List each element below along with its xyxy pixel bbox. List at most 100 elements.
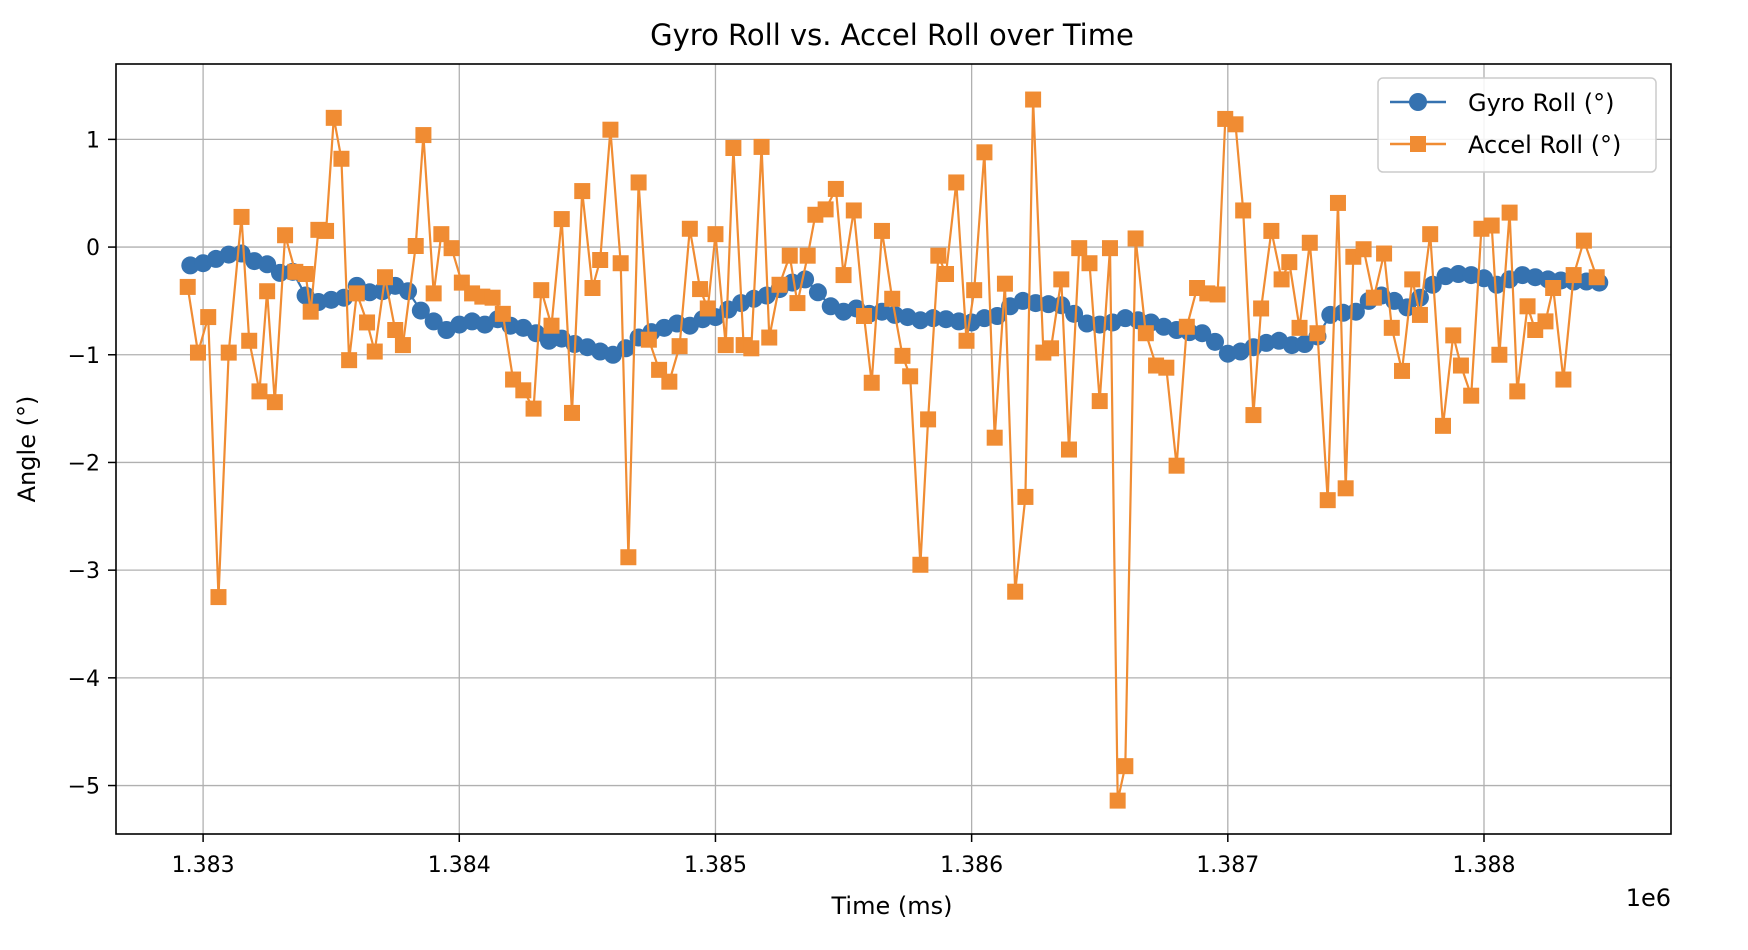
data-point bbox=[333, 150, 350, 167]
data-point bbox=[1253, 300, 1270, 317]
x-axis-offset-label: 1e6 bbox=[1626, 884, 1671, 912]
y-tick-label: −4 bbox=[68, 667, 100, 692]
data-point bbox=[1410, 288, 1429, 307]
y-axis-label: Angle (°) bbox=[13, 396, 41, 503]
data-point bbox=[1422, 226, 1439, 243]
data-point bbox=[592, 252, 609, 268]
data-point bbox=[717, 337, 734, 354]
plot-frame bbox=[115, 63, 1672, 835]
data-point bbox=[827, 180, 844, 197]
data-point bbox=[1555, 371, 1572, 388]
data-point bbox=[902, 368, 919, 385]
x-tick-label: 1.383 bbox=[172, 853, 235, 878]
data-point bbox=[1117, 758, 1134, 775]
data-point bbox=[1329, 194, 1346, 211]
series-1 bbox=[179, 91, 1605, 809]
data-point bbox=[1545, 280, 1562, 296]
data-point bbox=[1127, 230, 1144, 247]
data-point bbox=[1193, 324, 1212, 343]
data-point bbox=[1060, 441, 1077, 458]
data-point bbox=[1235, 202, 1252, 219]
data-point bbox=[179, 278, 196, 295]
data-point bbox=[1007, 583, 1024, 600]
data-point bbox=[1463, 387, 1480, 404]
data-point bbox=[612, 255, 629, 272]
data-point bbox=[771, 276, 788, 293]
data-point bbox=[494, 305, 511, 322]
data-point bbox=[1101, 240, 1118, 257]
data-point bbox=[1411, 306, 1428, 323]
data-point bbox=[1168, 457, 1185, 474]
data-point bbox=[1519, 298, 1536, 315]
data-point bbox=[258, 255, 277, 274]
data-point bbox=[277, 227, 294, 244]
data-point bbox=[1291, 319, 1308, 336]
data-point bbox=[761, 329, 778, 346]
data-point bbox=[1501, 204, 1518, 221]
data-point bbox=[241, 332, 258, 349]
data-point bbox=[873, 222, 890, 239]
data-point bbox=[189, 344, 206, 361]
data-point bbox=[725, 140, 742, 156]
data-point bbox=[1263, 222, 1280, 239]
data-point bbox=[399, 282, 418, 301]
data-point bbox=[1565, 267, 1582, 284]
data-point bbox=[930, 247, 947, 264]
y-axis: 1 0 −1 −2 −3 −4 −5 bbox=[68, 128, 116, 800]
data-point bbox=[808, 283, 827, 302]
data-point bbox=[394, 337, 411, 354]
data-point bbox=[835, 267, 852, 284]
data-point bbox=[1537, 313, 1554, 330]
series-layer bbox=[179, 91, 1609, 809]
legend-gyro-marker bbox=[1409, 93, 1427, 111]
data-point bbox=[1281, 254, 1298, 271]
data-point bbox=[525, 400, 542, 417]
data-point bbox=[1209, 286, 1226, 303]
chart-title: Gyro Roll vs. Accel Roll over Time bbox=[650, 18, 1134, 52]
data-point bbox=[297, 266, 314, 282]
data-point bbox=[1319, 492, 1336, 509]
data-point bbox=[616, 339, 635, 358]
data-point bbox=[424, 312, 443, 331]
data-point bbox=[863, 374, 880, 391]
data-point bbox=[1445, 327, 1462, 344]
data-point bbox=[799, 247, 816, 264]
data-point bbox=[912, 556, 929, 573]
data-point bbox=[845, 202, 862, 219]
data-point bbox=[266, 394, 283, 411]
data-point bbox=[1025, 91, 1042, 108]
data-point bbox=[640, 331, 657, 348]
data-point bbox=[425, 285, 442, 302]
data-point bbox=[376, 269, 393, 286]
legend: Gyro Roll (°) Accel Roll (°) bbox=[1377, 77, 1657, 173]
x-tick-label: 1.384 bbox=[428, 853, 491, 878]
data-point bbox=[515, 382, 532, 399]
data-point bbox=[1398, 298, 1417, 317]
data-point bbox=[671, 338, 688, 355]
data-point bbox=[789, 295, 806, 312]
x-axis: 1.383 1.384 1.385 1.386 1.387 1.388 bbox=[172, 834, 1515, 878]
data-point bbox=[1491, 346, 1508, 363]
data-point bbox=[553, 211, 570, 228]
data-point bbox=[743, 340, 760, 357]
data-point bbox=[1337, 480, 1354, 497]
data-point bbox=[1091, 393, 1108, 410]
data-point bbox=[1376, 245, 1393, 262]
data-point bbox=[543, 317, 560, 334]
data-point bbox=[443, 240, 460, 257]
data-point bbox=[325, 109, 342, 126]
data-point bbox=[781, 247, 798, 264]
data-point bbox=[1588, 269, 1605, 286]
data-point bbox=[630, 174, 647, 191]
data-point bbox=[602, 121, 619, 138]
data-point bbox=[563, 404, 580, 421]
data-point bbox=[1043, 340, 1060, 357]
data-point bbox=[1383, 319, 1400, 336]
x-axis-label: Time (ms) bbox=[831, 892, 953, 920]
data-point bbox=[1017, 488, 1034, 505]
data-point bbox=[341, 352, 358, 369]
data-point bbox=[1065, 304, 1084, 323]
y-tick-label: −5 bbox=[68, 775, 100, 800]
data-point bbox=[387, 322, 404, 338]
